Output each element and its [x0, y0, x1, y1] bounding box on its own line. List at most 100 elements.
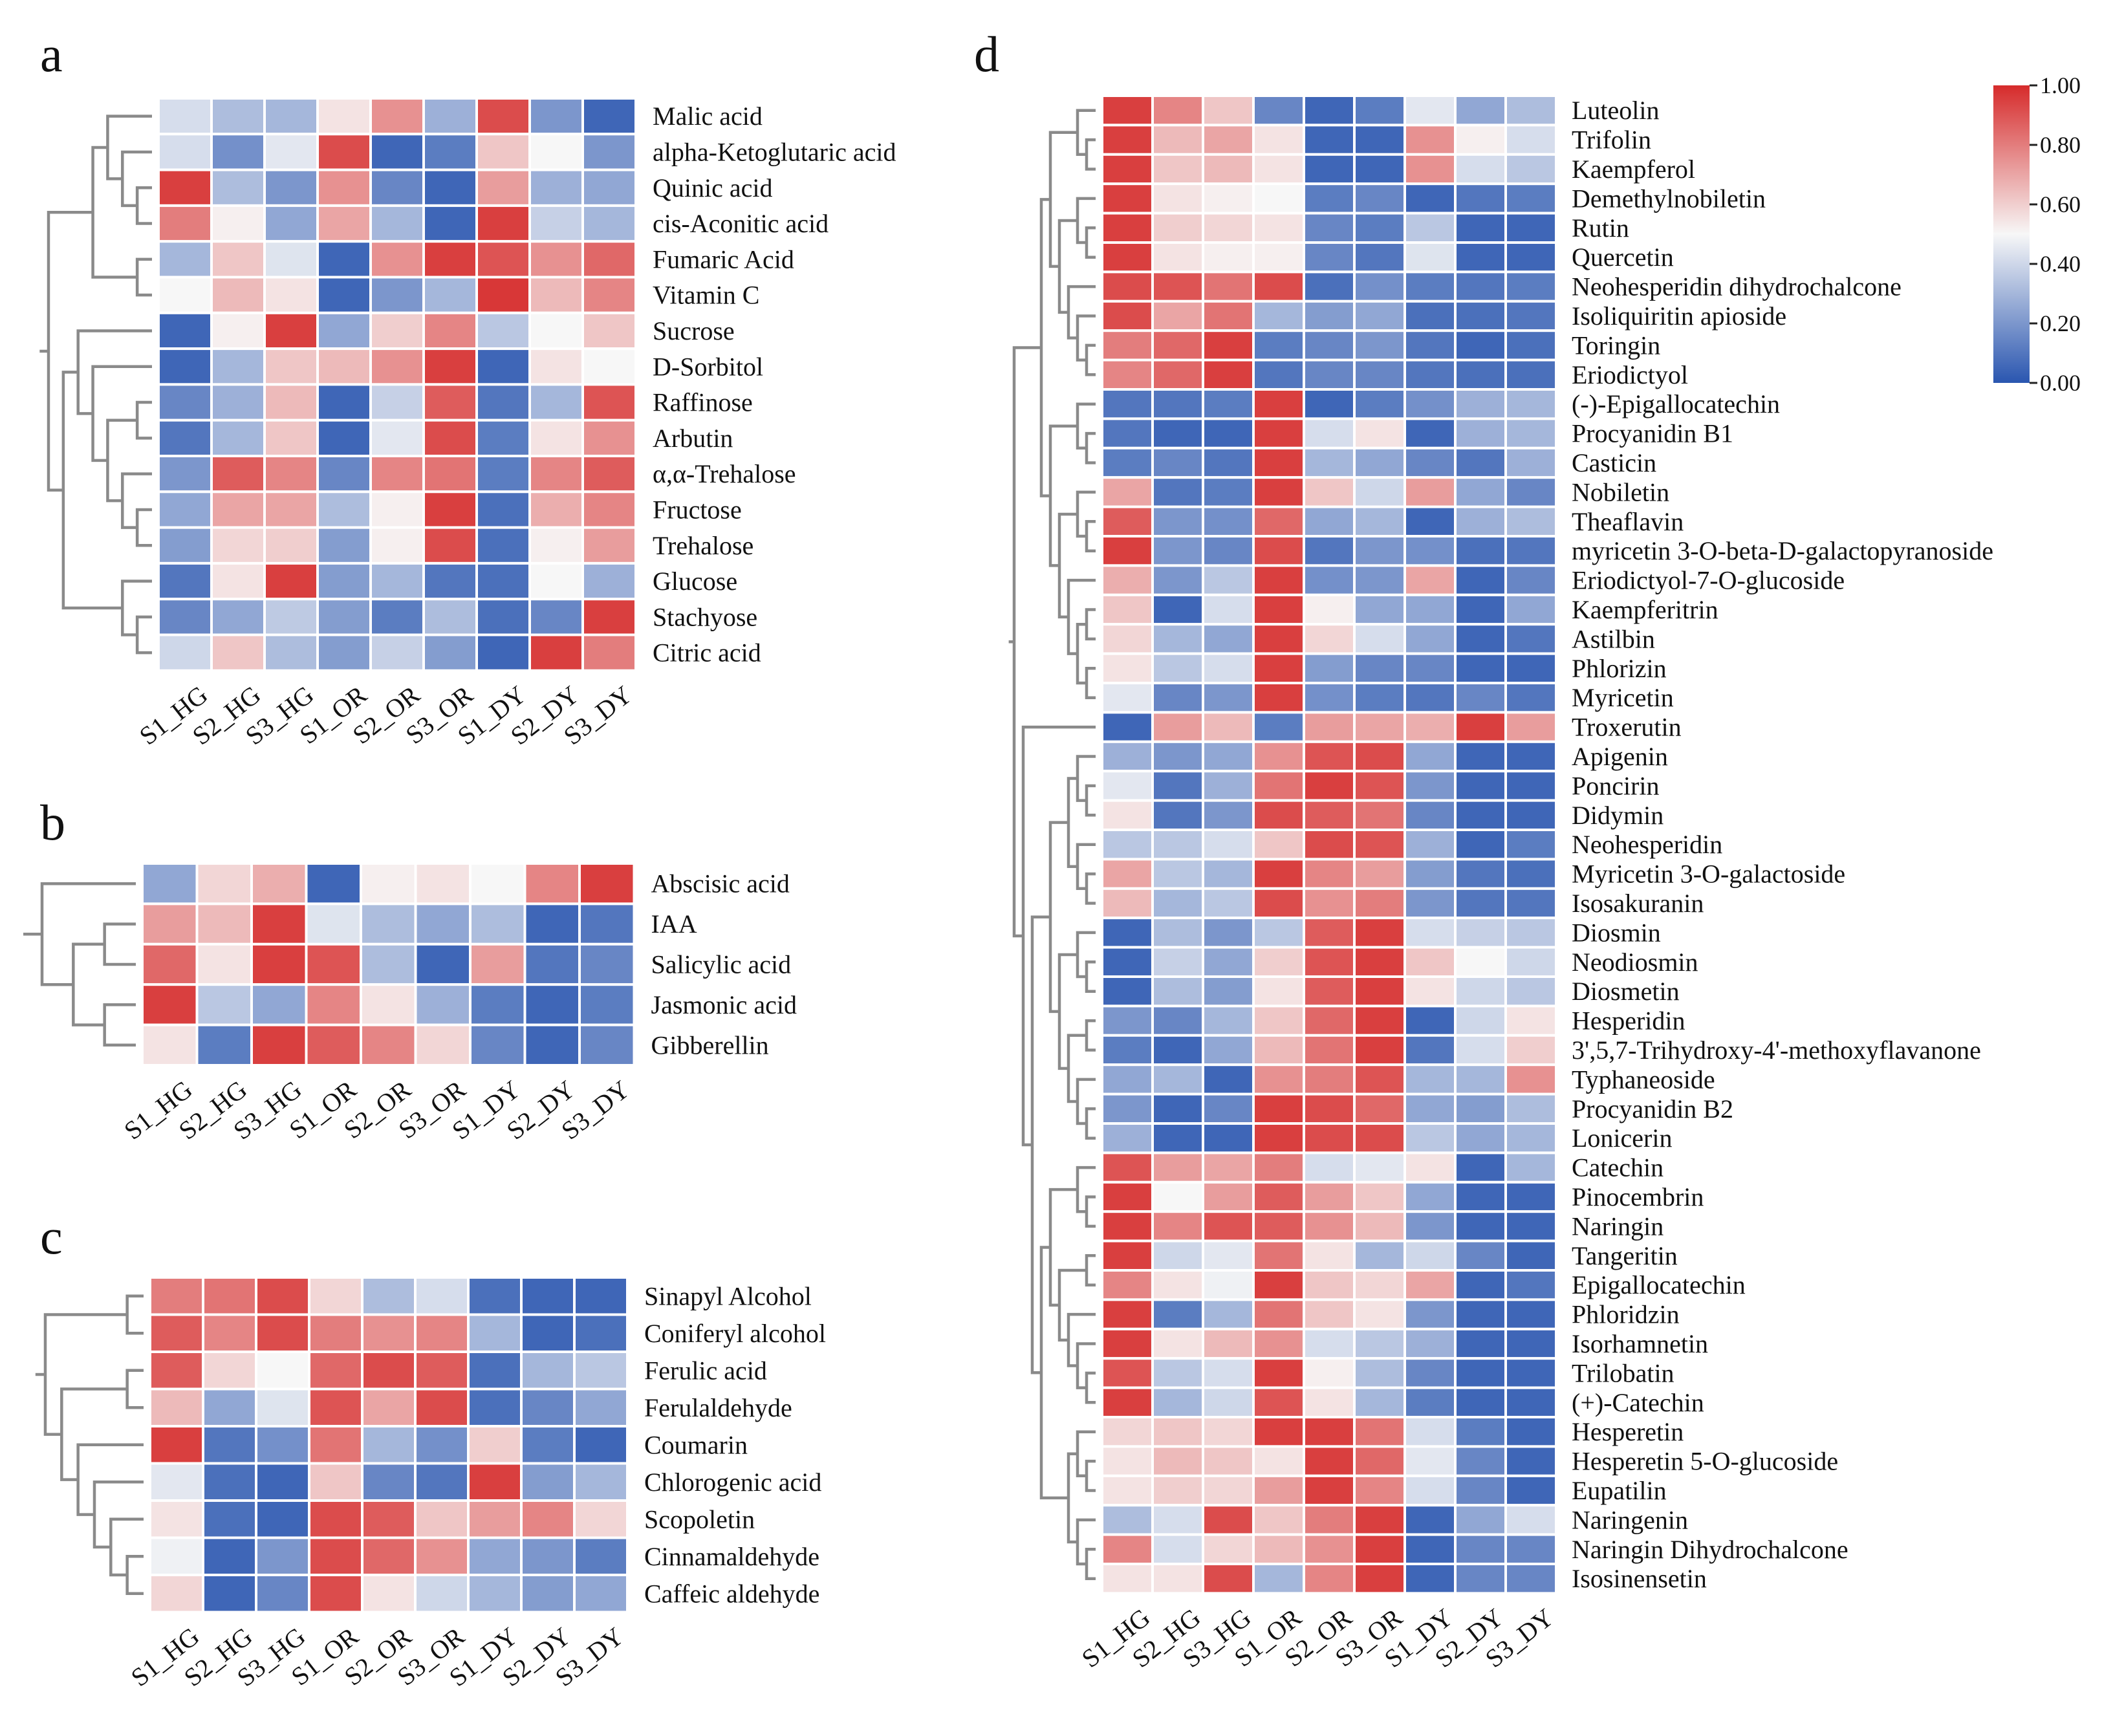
row-label-quercetin: Quercetin: [1572, 243, 1674, 272]
heatmap-cell: [528, 168, 584, 207]
heatmap-cell: [1403, 711, 1457, 743]
heatmap-cell: [1403, 329, 1457, 362]
heatmap-cell: [360, 942, 417, 986]
heatmap-cell: [1403, 799, 1457, 831]
heatmap-cell: [1252, 917, 1305, 949]
heatmap-cell: [1151, 946, 1204, 978]
heatmap-cell: [1403, 270, 1457, 303]
row-label-theaflavin: Theaflavin: [1572, 507, 1684, 536]
heatmap-cell: [1403, 124, 1457, 156]
heatmap-cell: [1353, 917, 1406, 949]
heatmap-cell: [1403, 476, 1457, 508]
heatmap-cell: [305, 862, 362, 906]
heatmap-cell: [1303, 623, 1356, 655]
heatmap-cell: [1252, 358, 1305, 391]
heatmap-cell: [1101, 153, 1154, 186]
heatmap-cell: [202, 1499, 257, 1539]
heatmap-cell: [1504, 711, 1557, 743]
heatmap-cell: [305, 942, 362, 986]
heatmap-cell: [1403, 1563, 1457, 1595]
heatmap-cell: [255, 1499, 310, 1539]
heatmap-cell: [369, 383, 425, 422]
heatmap-cell: [1101, 829, 1154, 861]
heatmap-cell: [1101, 652, 1154, 684]
heatmap-cell: [149, 1462, 204, 1502]
heatmap-cell: [1504, 182, 1557, 215]
heatmap-cell: [361, 1351, 417, 1391]
heatmap-panel-c: Sinapyl Alcohol Coniferyl alcohol Ferulic …: [35, 1276, 826, 1692]
heatmap-cell: [1303, 1034, 1356, 1067]
heatmap-cell: [308, 1574, 363, 1614]
heatmap-cell: [1353, 1063, 1406, 1096]
heatmap-cell: [1101, 564, 1154, 596]
heatmap-cell: [1303, 799, 1356, 831]
heatmap-cell: [1303, 1533, 1356, 1566]
heatmap-cell: [157, 168, 213, 207]
heatmap-cell: [469, 1023, 526, 1067]
heatmap-cell: [1454, 1151, 1507, 1184]
heatmap-cell: [469, 942, 526, 986]
heatmap-cell: [1202, 623, 1255, 655]
heatmap-cell: [523, 942, 581, 986]
heatmap-cell: [263, 276, 319, 314]
heatmap-cell: [528, 276, 584, 314]
heatmap-cell: [1403, 1122, 1457, 1155]
heatmap-cell: [1454, 1327, 1507, 1360]
heatmap-cell: [1353, 593, 1406, 626]
heatmap-cell: [316, 133, 372, 171]
heatmap-cell: [1353, 388, 1406, 420]
heatmap-cell: [308, 1499, 363, 1539]
heatmap-cell: [1504, 593, 1557, 626]
heatmap-cell: [1454, 1533, 1507, 1566]
heatmap-cell: [520, 1387, 576, 1427]
heatmap-cell: [361, 1425, 417, 1465]
heatmap-cell: [1454, 887, 1507, 920]
heatmap-cell: [1303, 711, 1356, 743]
heatmap-cell: [1504, 1327, 1557, 1360]
heatmap-cell: [1303, 182, 1356, 215]
heatmap-cell: [1353, 270, 1406, 303]
heatmap-cell: [369, 276, 425, 314]
heatmap-cell: [1403, 446, 1457, 479]
heatmap-cell: [369, 204, 425, 243]
dendrogram-link: [1085, 1107, 1096, 1140]
heatmap-cell: [1252, 564, 1305, 596]
heatmap-cell: [1454, 358, 1507, 391]
heatmap-cell: [1353, 1180, 1406, 1213]
heatmap-cell: [210, 311, 266, 351]
heatmap-cell: [1303, 241, 1356, 274]
row-label-coumarin: Coumarin: [644, 1430, 748, 1459]
heatmap-cell: [1151, 1092, 1204, 1125]
heatmap-cell: [528, 204, 584, 243]
heatmap-cell: [157, 561, 213, 601]
heatmap-cell: [1353, 1034, 1406, 1067]
heatmap-cell: [581, 97, 637, 136]
heatmap-cell: [1403, 1239, 1457, 1272]
heatmap-cell: [520, 1351, 576, 1391]
heatmap-cell: [1151, 1151, 1204, 1184]
dendrogram-link: [1085, 520, 1096, 552]
row-label-citric-acid: Citric acid: [653, 638, 761, 667]
heatmap-cell: [581, 561, 637, 601]
heatmap-cell: [1151, 799, 1204, 831]
row-label-hesperetin-5-o-glucoside: Hesperetin 5-O-glucoside: [1572, 1447, 1838, 1476]
heatmap-cell: [1252, 682, 1305, 714]
heatmap-cell: [308, 1313, 363, 1353]
heatmap-cell: [210, 490, 266, 529]
row-label-lonicerin: Lonicerin: [1572, 1123, 1673, 1153]
heatmap-cell: [1101, 1416, 1154, 1448]
heatmap-cell: [202, 1574, 257, 1614]
heatmap-cell: [1151, 329, 1204, 362]
row-label-phlorizin: Phlorizin: [1572, 654, 1667, 683]
heatmap-cell: [1151, 1122, 1204, 1155]
heatmap-cell: [1252, 740, 1305, 773]
heatmap-cell: [1504, 358, 1557, 391]
heatmap-cell: [1303, 946, 1356, 978]
heatmap-cell: [1202, 446, 1255, 479]
heatmap-cell: [1303, 1504, 1356, 1536]
row-label-chlorogenic-acid: Chlorogenic acid: [644, 1468, 821, 1497]
heatmap-cell: [1353, 1269, 1406, 1301]
row-label-diosmetin: Diosmetin: [1572, 977, 1680, 1006]
heatmap-cell: [523, 983, 581, 1026]
